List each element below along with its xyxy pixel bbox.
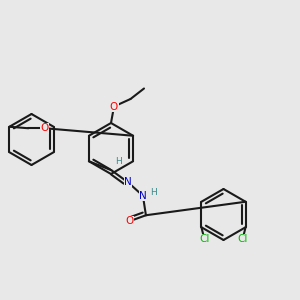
Text: O: O	[110, 101, 118, 112]
Text: N: N	[139, 191, 147, 201]
Text: H: H	[116, 157, 122, 166]
Text: O: O	[41, 123, 49, 133]
Text: N: N	[124, 177, 132, 187]
Text: Cl: Cl	[237, 234, 248, 244]
Text: H: H	[150, 188, 157, 197]
Text: O: O	[125, 216, 134, 226]
Text: Cl: Cl	[199, 234, 210, 244]
